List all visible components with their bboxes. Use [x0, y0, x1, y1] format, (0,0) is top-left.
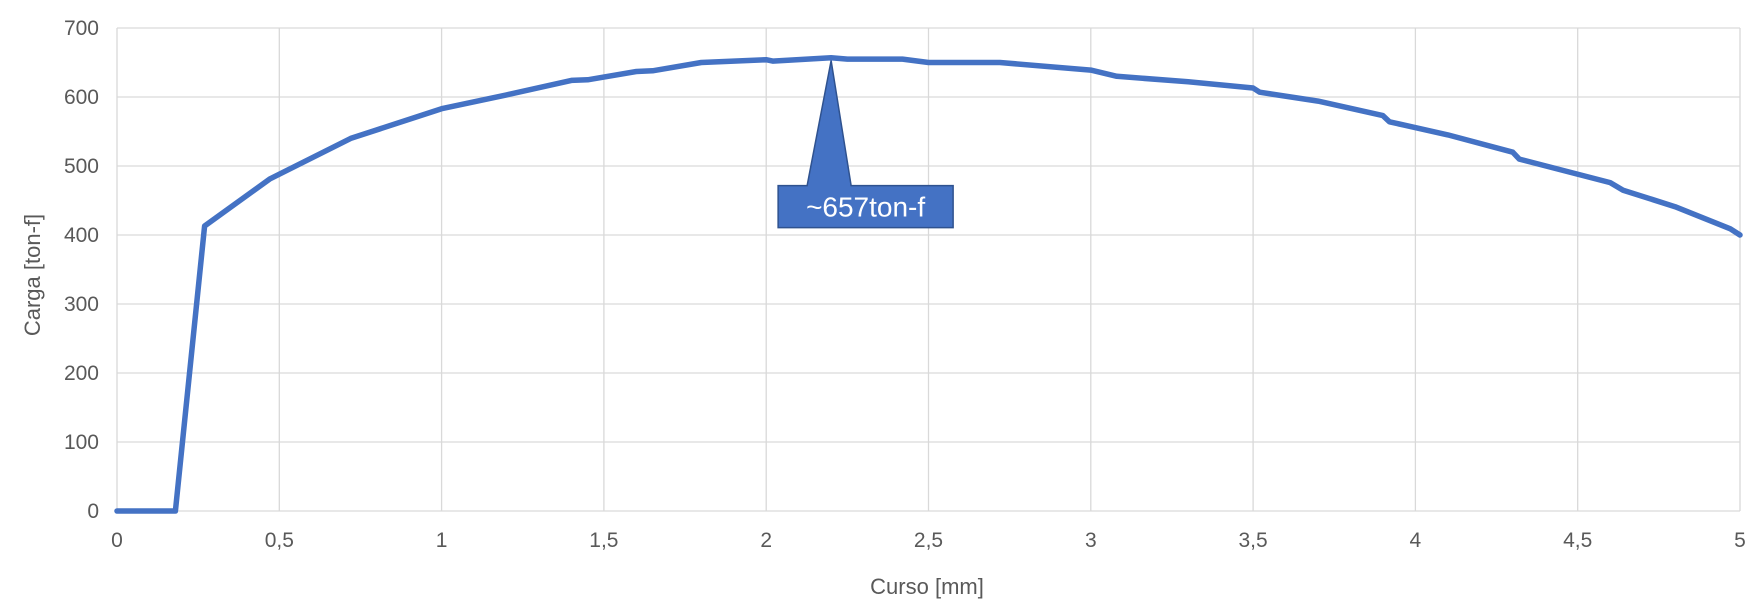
x-tick-label: 5	[1734, 529, 1746, 552]
series-layer	[114, 54, 1743, 514]
annotation-layer: ~657ton-f	[777, 60, 954, 229]
x-tick-label: 2	[760, 529, 772, 552]
x-axis-title: Curso [mm]	[870, 574, 984, 599]
x-tick-label: 1	[436, 529, 448, 552]
x-tick-label: 0,5	[265, 529, 294, 552]
gridlines	[116, 27, 1741, 512]
y-tick-label: 600	[64, 86, 99, 109]
x-tick-label: 0	[111, 529, 123, 552]
x-tick-label: 3,5	[1238, 529, 1267, 552]
y-axis-tick-labels: 0 100 200 300 400 500 600 700	[64, 17, 99, 523]
x-tick-label: 4,5	[1563, 529, 1592, 552]
series-line	[114, 54, 1743, 514]
y-tick-label: 500	[64, 155, 99, 178]
y-axis-title: Carga [ton-f]	[20, 214, 45, 336]
y-tick-label: 700	[64, 17, 99, 40]
x-tick-label: 2,5	[914, 529, 943, 552]
x-tick-label: 4	[1410, 529, 1422, 552]
y-tick-label: 100	[64, 431, 99, 454]
y-tick-label: 300	[64, 293, 99, 316]
x-tick-label: 3	[1085, 529, 1097, 552]
y-tick-label: 200	[64, 362, 99, 385]
y-tick-label: 0	[87, 500, 99, 523]
x-tick-label: 1,5	[589, 529, 618, 552]
x-axis-tick-labels: 0 0,5 1 1,5 2 2,5 3 3,5 4 4,5 5	[111, 529, 1746, 552]
callout-label: ~657ton-f	[806, 192, 925, 223]
y-tick-label: 400	[64, 224, 99, 247]
callout-shape	[777, 60, 954, 229]
peak-callout: ~657ton-f	[777, 60, 954, 229]
